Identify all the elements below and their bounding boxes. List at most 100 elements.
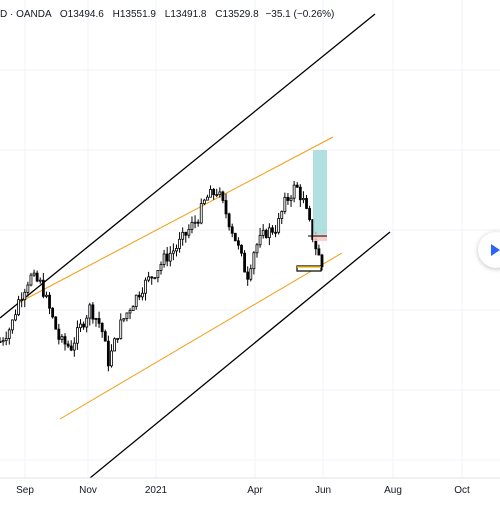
scroll-to-realtime-button[interactable] bbox=[478, 232, 500, 268]
candle-88 bbox=[271, 225, 274, 235]
candle-body-95 bbox=[292, 184, 296, 199]
candle-15 bbox=[45, 291, 48, 299]
time-axis-label-3: Apr bbox=[247, 485, 263, 496]
candle-body-98 bbox=[302, 198, 305, 201]
candle-body-92 bbox=[283, 196, 287, 212]
candle-body-59 bbox=[181, 231, 185, 240]
candle-body-9 bbox=[26, 284, 30, 293]
candle-49 bbox=[150, 276, 154, 285]
candle-61 bbox=[187, 224, 191, 239]
candle-body-48 bbox=[147, 276, 151, 281]
candle-body-5 bbox=[14, 314, 17, 321]
candle-body-97 bbox=[298, 186, 302, 201]
candle-22 bbox=[66, 340, 70, 349]
candle-body-96 bbox=[295, 184, 299, 188]
candle-body-94 bbox=[289, 197, 293, 201]
candle-48 bbox=[147, 271, 151, 283]
high-value: H13551.9 bbox=[112, 9, 156, 20]
chart-grid bbox=[0, 0, 500, 478]
candle-body-8 bbox=[23, 291, 27, 301]
candle-body-42 bbox=[128, 310, 132, 314]
candle-body-54 bbox=[165, 253, 169, 262]
candle-body-32 bbox=[97, 318, 101, 324]
low-value: L13491.8 bbox=[164, 9, 207, 20]
candle-body-58 bbox=[178, 238, 181, 249]
candle-body-93 bbox=[286, 196, 290, 201]
candle-body-20 bbox=[60, 336, 64, 340]
candle-27 bbox=[82, 321, 85, 330]
candle-72 bbox=[221, 190, 225, 204]
candle-54 bbox=[165, 247, 169, 267]
candle-body-30 bbox=[91, 304, 95, 320]
candle-16 bbox=[48, 292, 51, 315]
candle-84 bbox=[258, 227, 262, 248]
candle-60 bbox=[184, 231, 188, 243]
candle-body-55 bbox=[168, 252, 172, 262]
outer-channel-upper-line bbox=[0, 13, 376, 319]
candle-body-86 bbox=[264, 229, 268, 238]
candle-body-83 bbox=[255, 244, 259, 254]
candle-body-74 bbox=[227, 213, 231, 228]
candle-body-72 bbox=[221, 191, 225, 201]
candle-body-67 bbox=[206, 196, 209, 201]
symbol-label[interactable]: D · OANDA bbox=[0, 9, 52, 20]
candle-body-37 bbox=[113, 338, 116, 352]
candle-92 bbox=[283, 192, 287, 215]
candle-body-53 bbox=[162, 253, 166, 265]
candle-body-12 bbox=[35, 272, 39, 282]
candle-86 bbox=[264, 228, 268, 239]
candle-body-75 bbox=[230, 226, 234, 234]
close-value: C13529.8 bbox=[215, 9, 259, 20]
candle-31 bbox=[94, 317, 98, 327]
candle-body-70 bbox=[215, 194, 219, 196]
candle-9 bbox=[26, 281, 30, 297]
candle-87 bbox=[267, 223, 271, 246]
candle-body-38 bbox=[116, 338, 120, 340]
candle-2 bbox=[4, 331, 8, 346]
candle-body-87 bbox=[267, 227, 271, 238]
candle-body-21 bbox=[63, 336, 67, 345]
candle-body-0 bbox=[0, 341, 2, 344]
candle-43 bbox=[131, 305, 135, 311]
candle-body-29 bbox=[88, 304, 92, 319]
candle-50 bbox=[153, 277, 157, 280]
candle-90 bbox=[277, 212, 281, 235]
candle-body-47 bbox=[144, 279, 147, 294]
long-position-tool[interactable] bbox=[296, 150, 327, 272]
candle-body-90 bbox=[277, 218, 281, 233]
candle-8 bbox=[23, 288, 27, 308]
candle-53 bbox=[162, 249, 166, 268]
candle-12 bbox=[35, 270, 39, 283]
candle-body-103 bbox=[317, 248, 321, 256]
channel-drawings[interactable] bbox=[0, 13, 391, 479]
time-axis: Sep Nov 2021 Apr Jun Aug Oct bbox=[16, 485, 470, 496]
candle-body-45 bbox=[137, 294, 141, 298]
profit-target-zone bbox=[313, 150, 327, 234]
candle-body-40 bbox=[122, 318, 126, 321]
candle-73 bbox=[224, 193, 228, 219]
candle-body-33 bbox=[100, 322, 104, 333]
candle-99 bbox=[305, 194, 308, 210]
candle-57 bbox=[175, 244, 178, 257]
candle-52 bbox=[159, 261, 163, 275]
candle-body-46 bbox=[141, 292, 144, 298]
candle-body-82 bbox=[252, 252, 256, 270]
candle-79 bbox=[243, 250, 246, 273]
candle-body-7 bbox=[20, 299, 24, 302]
candle-body-81 bbox=[249, 268, 253, 280]
candle-74 bbox=[227, 212, 231, 231]
candle-body-10 bbox=[29, 274, 33, 286]
candle-17 bbox=[51, 307, 55, 319]
candle-91 bbox=[280, 210, 284, 225]
candle-body-89 bbox=[274, 231, 277, 234]
candle-body-73 bbox=[224, 200, 228, 215]
candle-13 bbox=[38, 277, 42, 284]
candle-body-71 bbox=[218, 191, 222, 195]
candle-46 bbox=[141, 287, 144, 301]
time-axis-label-4: Jun bbox=[315, 485, 331, 496]
candle-55 bbox=[168, 246, 172, 267]
candle-body-78 bbox=[240, 244, 243, 254]
candle-body-22 bbox=[66, 343, 70, 347]
outer-channel-lower-line bbox=[89, 231, 391, 479]
